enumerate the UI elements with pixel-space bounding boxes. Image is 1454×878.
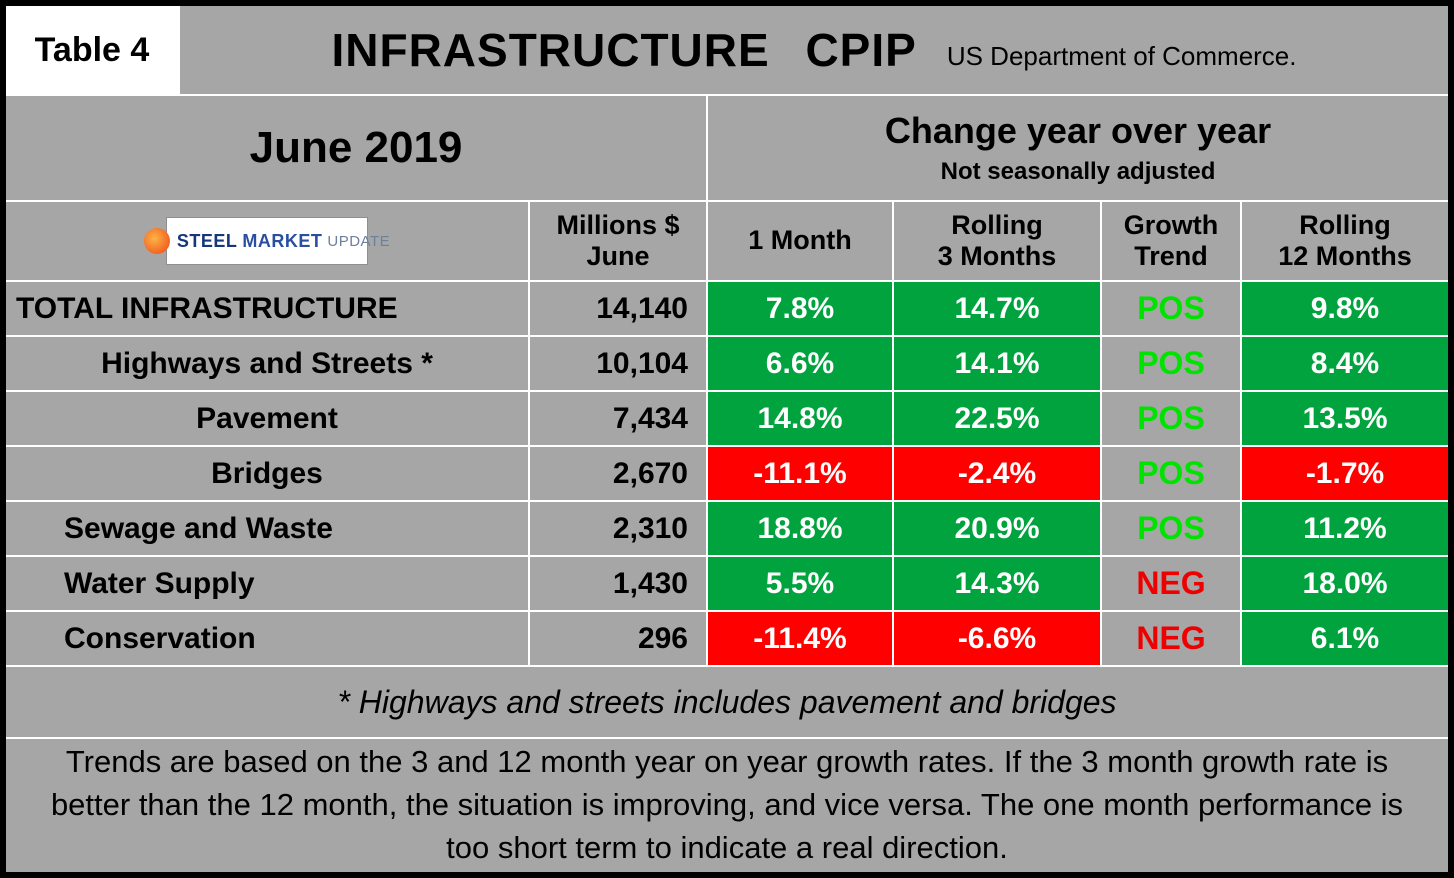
- rolling-12-value: 9.8%: [1242, 282, 1448, 335]
- table-row: Highways and Streets * 10,104 6.6% 14.1%…: [6, 337, 1448, 390]
- millions-value: 1,430: [530, 557, 706, 610]
- row-label: Bridges: [6, 447, 528, 500]
- trend-value: POS: [1102, 447, 1240, 500]
- row-label: Conservation: [6, 612, 528, 665]
- millions-value: 14,140: [530, 282, 706, 335]
- one-month-value: 7.8%: [708, 282, 892, 335]
- millions-value: 296: [530, 612, 706, 665]
- millions-value: 2,310: [530, 502, 706, 555]
- rolling-12-value: 13.5%: [1242, 392, 1448, 445]
- trend-value: POS: [1102, 392, 1240, 445]
- logo-text-steel: STEEL: [176, 230, 238, 251]
- millions-value: 2,670: [530, 447, 706, 500]
- one-month-value: -11.4%: [708, 612, 892, 665]
- change-header-cell: Change year over year Not seasonally adj…: [708, 96, 1448, 200]
- rolling-3-value: -2.4%: [894, 447, 1100, 500]
- trend-value: POS: [1102, 502, 1240, 555]
- title-bar: Table 4 INFRASTRUCTURE CPIP US Departmen…: [6, 6, 1448, 94]
- row-label: Highways and Streets *: [6, 337, 528, 390]
- table-row: Bridges 2,670 -11.1% -2.4% POS -1.7%: [6, 447, 1448, 500]
- one-month-value: 6.6%: [708, 337, 892, 390]
- page-title: INFRASTRUCTURE CPIP: [331, 24, 917, 76]
- trend-value: POS: [1102, 337, 1240, 390]
- rolling-12-value: 8.4%: [1242, 337, 1448, 390]
- row-label: Pavement: [6, 392, 528, 445]
- col-header-rolling-12: Rolling 12 Months: [1242, 202, 1448, 280]
- table-row: Conservation 296 -11.4% -6.6% NEG 6.1%: [6, 612, 1448, 665]
- logo-text-market: MARKET: [242, 230, 323, 251]
- table-row: Sewage and Waste 2,310 18.8% 20.9% POS 1…: [6, 502, 1448, 555]
- change-yoy-header: Change year over year: [884, 110, 1272, 151]
- one-month-value: 14.8%: [708, 392, 892, 445]
- table-row: Pavement 7,434 14.8% 22.5% POS 13.5%: [6, 392, 1448, 445]
- col-header-millions: Millions $ June: [530, 202, 706, 280]
- sun-icon: [143, 228, 170, 254]
- trend-value: NEG: [1102, 612, 1240, 665]
- table-row: TOTAL INFRASTRUCTURE 14,140 7.8% 14.7% P…: [6, 282, 1448, 335]
- millions-value: 7,434: [530, 392, 706, 445]
- month-header: June 2019: [6, 96, 706, 200]
- trend-value: POS: [1102, 282, 1240, 335]
- title-cell: INFRASTRUCTURE CPIP US Department of Com…: [180, 6, 1448, 94]
- row-label: Sewage and Waste: [6, 502, 528, 555]
- millions-value: 10,104: [530, 337, 706, 390]
- logo-cell: STEEL MARKET UPDATE: [6, 202, 528, 280]
- col-header-1-month: 1 Month: [708, 202, 892, 280]
- rolling-3-value: 20.9%: [894, 502, 1100, 555]
- trend-value: NEG: [1102, 557, 1240, 610]
- rolling-12-value: 6.1%: [1242, 612, 1448, 665]
- rolling-3-value: 14.7%: [894, 282, 1100, 335]
- rolling-12-value: -1.7%: [1242, 447, 1448, 500]
- rolling-12-value: 11.2%: [1242, 502, 1448, 555]
- logo-text-update: UPDATE: [327, 232, 391, 250]
- col-header-growth-trend: Growth Trend: [1102, 202, 1240, 280]
- row-label: TOTAL INFRASTRUCTURE: [6, 282, 528, 335]
- table-row: Water Supply 1,430 5.5% 14.3% NEG 18.0%: [6, 557, 1448, 610]
- rolling-3-value: 14.3%: [894, 557, 1100, 610]
- row-label: Water Supply: [6, 557, 528, 610]
- smu-logo: STEEL MARKET UPDATE: [143, 217, 390, 265]
- period-band: June 2019 Change year over year Not seas…: [6, 96, 1448, 200]
- nsa-subheader: Not seasonally adjusted: [940, 158, 1216, 185]
- col-header-rolling-3: Rolling 3 Months: [894, 202, 1100, 280]
- one-month-value: 18.8%: [708, 502, 892, 555]
- rolling-3-value: -6.6%: [894, 612, 1100, 665]
- one-month-value: 5.5%: [708, 557, 892, 610]
- rolling-3-value: 14.1%: [894, 337, 1100, 390]
- column-header-row: STEEL MARKET UPDATE Millions $ June 1 Mo…: [6, 202, 1448, 280]
- one-month-value: -11.1%: [708, 447, 892, 500]
- department-subtitle: US Department of Commerce.: [946, 40, 1297, 71]
- footnote: * Highways and streets includes pavement…: [6, 667, 1448, 737]
- footer-note: Trends are based on the 3 and 12 month y…: [6, 739, 1448, 872]
- rolling-12-value: 18.0%: [1242, 557, 1448, 610]
- rolling-3-value: 22.5%: [894, 392, 1100, 445]
- table-number-label: Table 4: [6, 6, 178, 94]
